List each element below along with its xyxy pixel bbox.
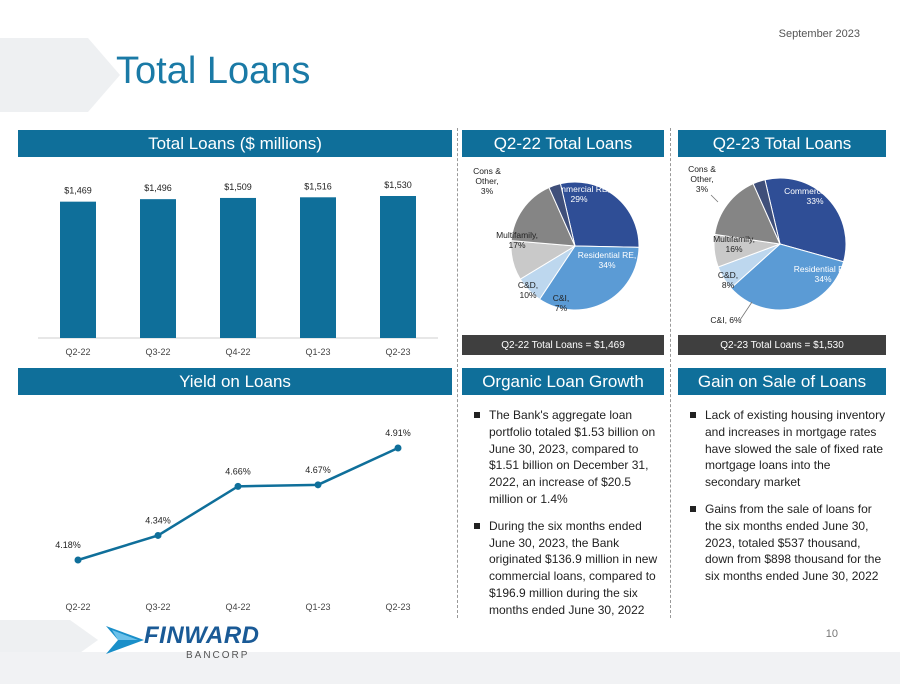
total-loans-bar-chart: $1,469 Q2-22 $1,496 Q3-22 $1,509 Q4-22 $1,516 Q… xyxy=(38,180,438,357)
bar-Q3-22 xyxy=(140,199,176,338)
gain-bullet-1: Lack of existing housing inventory and i… xyxy=(688,407,888,491)
column-divider-right xyxy=(670,128,671,618)
yield-label-Q3-22: 4.34% xyxy=(145,515,171,525)
pie-slice-cons---other xyxy=(752,179,781,245)
organic-bullet-2: During the six months ended June 30, 202… xyxy=(472,518,658,619)
yield-tick-Q1-23: Q1-23 xyxy=(305,602,330,612)
brand-name: FINWARD xyxy=(144,622,260,649)
pie-slice-residential-re xyxy=(730,243,845,311)
yield-label-Q2-22: 4.18% xyxy=(55,540,81,550)
organic-bullet-1: The Bank's aggregate loan portfolio tota… xyxy=(472,407,658,508)
bar-label-Q2-22: $1,469 xyxy=(64,186,92,196)
pie-leader-ci xyxy=(739,301,753,321)
bar-label-Q2-23: $1,530 xyxy=(384,180,412,190)
yield-point-Q4-22 xyxy=(234,482,242,490)
pie-label-multifamily: Multifamily, 17% xyxy=(496,230,538,250)
pie-label-commercial-re: Commercial RE, 33% xyxy=(784,186,846,206)
yield-tick-Q4-22: Q4-22 xyxy=(225,602,250,612)
yield-line-chart: 4.18% Q2-22 4.34% Q3-22 4.66% Q4-22 4.67% Q1-23… xyxy=(55,428,411,612)
bar-label-Q3-22: $1,496 xyxy=(144,183,172,193)
pie-slice-multifamily xyxy=(510,186,576,247)
pie-label-c-d: C&D, 8% xyxy=(718,270,738,290)
q223-pie-chart: Commercial RE, 33% Residential RE, 34% C&I, … xyxy=(688,164,853,325)
pie-slice-multifamily xyxy=(714,183,781,245)
yield-point-Q2-23 xyxy=(394,444,402,452)
page-title: Total Loans xyxy=(116,50,311,92)
pie-leader-cons xyxy=(710,194,719,203)
finward-arrow-icon xyxy=(106,626,144,654)
brand-sub: BANCORP xyxy=(186,650,250,661)
q222-loans-header: Q2-22 Total Loans xyxy=(462,130,664,157)
yield-point-Q2-22 xyxy=(74,556,82,564)
yield-tick-Q3-22: Q3-22 xyxy=(145,602,170,612)
pie-slice-commercial-re xyxy=(764,177,847,263)
organic-growth-header: Organic Loan Growth xyxy=(462,368,664,395)
q222-pie-chart: Commercial RE, 29% Residential RE, 34% C&I, 7… xyxy=(473,166,640,313)
report-date: September 2023 xyxy=(778,28,860,40)
bar-tick-Q2-22: Q2-22 xyxy=(65,347,90,357)
bar-tick-Q4-22: Q4-22 xyxy=(225,347,250,357)
q223-loans-header: Q2-23 Total Loans xyxy=(678,130,886,157)
bar-label-Q4-22: $1,509 xyxy=(224,182,252,192)
pie-label-commercial-re: Commercial RE, 29% xyxy=(548,184,610,204)
yield-label-Q1-23: 4.67% xyxy=(305,465,331,475)
finward-logo: FINWARD BANCORP xyxy=(104,620,264,666)
yield-label-Q4-22: 4.66% xyxy=(225,466,251,476)
bar-Q1-23 xyxy=(300,197,336,338)
page-number: 10 xyxy=(825,628,838,640)
bar-label-Q1-23: $1,516 xyxy=(304,181,332,191)
gain-on-sale-bullets: Lack of existing housing inventory and i… xyxy=(688,407,888,595)
pie-label-residential-re: Residential RE, 34% xyxy=(794,264,853,284)
pie-label-multifamily: Multifamily, 16% xyxy=(713,234,755,254)
pie-label-cons---other: Cons & Other, 3% xyxy=(688,164,716,194)
yield-label-Q2-23: 4.91% xyxy=(385,428,411,438)
pie-label-c-i: C&I, 7% xyxy=(553,293,570,313)
yield-point-Q1-23 xyxy=(314,481,322,489)
bar-tick-Q3-22: Q3-22 xyxy=(145,347,170,357)
bar-Q4-22 xyxy=(220,197,256,338)
yield-line xyxy=(77,446,399,562)
pie-slice-commercial-re xyxy=(559,181,640,248)
pie-slice-cons---other xyxy=(548,183,576,247)
q223-total-caption: Q2-23 Total Loans = $1,530 xyxy=(678,335,886,355)
gain-on-sale-header: Gain on Sale of Loans xyxy=(678,368,886,395)
q222-total-caption: Q2-22 Total Loans = $1,469 xyxy=(462,335,664,355)
yield-header: Yield on Loans xyxy=(18,368,452,395)
bar-tick-Q2-23: Q2-23 xyxy=(385,347,410,357)
pie-label-residential-re: Residential RE, 34% xyxy=(578,250,637,270)
yield-tick-Q2-22: Q2-22 xyxy=(65,602,90,612)
bar-Q2-22 xyxy=(60,201,96,338)
organic-growth-bullets: The Bank's aggregate loan portfolio tota… xyxy=(472,407,658,629)
yield-point-Q3-22 xyxy=(154,531,162,539)
pie-label-c-d: C&D, 10% xyxy=(518,280,538,300)
yield-tick-Q2-23: Q2-23 xyxy=(385,602,410,612)
total-loans-header: Total Loans ($ millions) xyxy=(18,130,452,157)
bar-Q2-23 xyxy=(380,196,416,338)
gain-bullet-2: Gains from the sale of loans for the six… xyxy=(688,501,888,585)
bar-tick-Q1-23: Q1-23 xyxy=(305,347,330,357)
pie-label-cons---other: Cons & Other, 3% xyxy=(473,166,501,196)
column-divider-left xyxy=(457,128,458,618)
pie-label-c-i: C&I, 6% xyxy=(710,315,742,325)
